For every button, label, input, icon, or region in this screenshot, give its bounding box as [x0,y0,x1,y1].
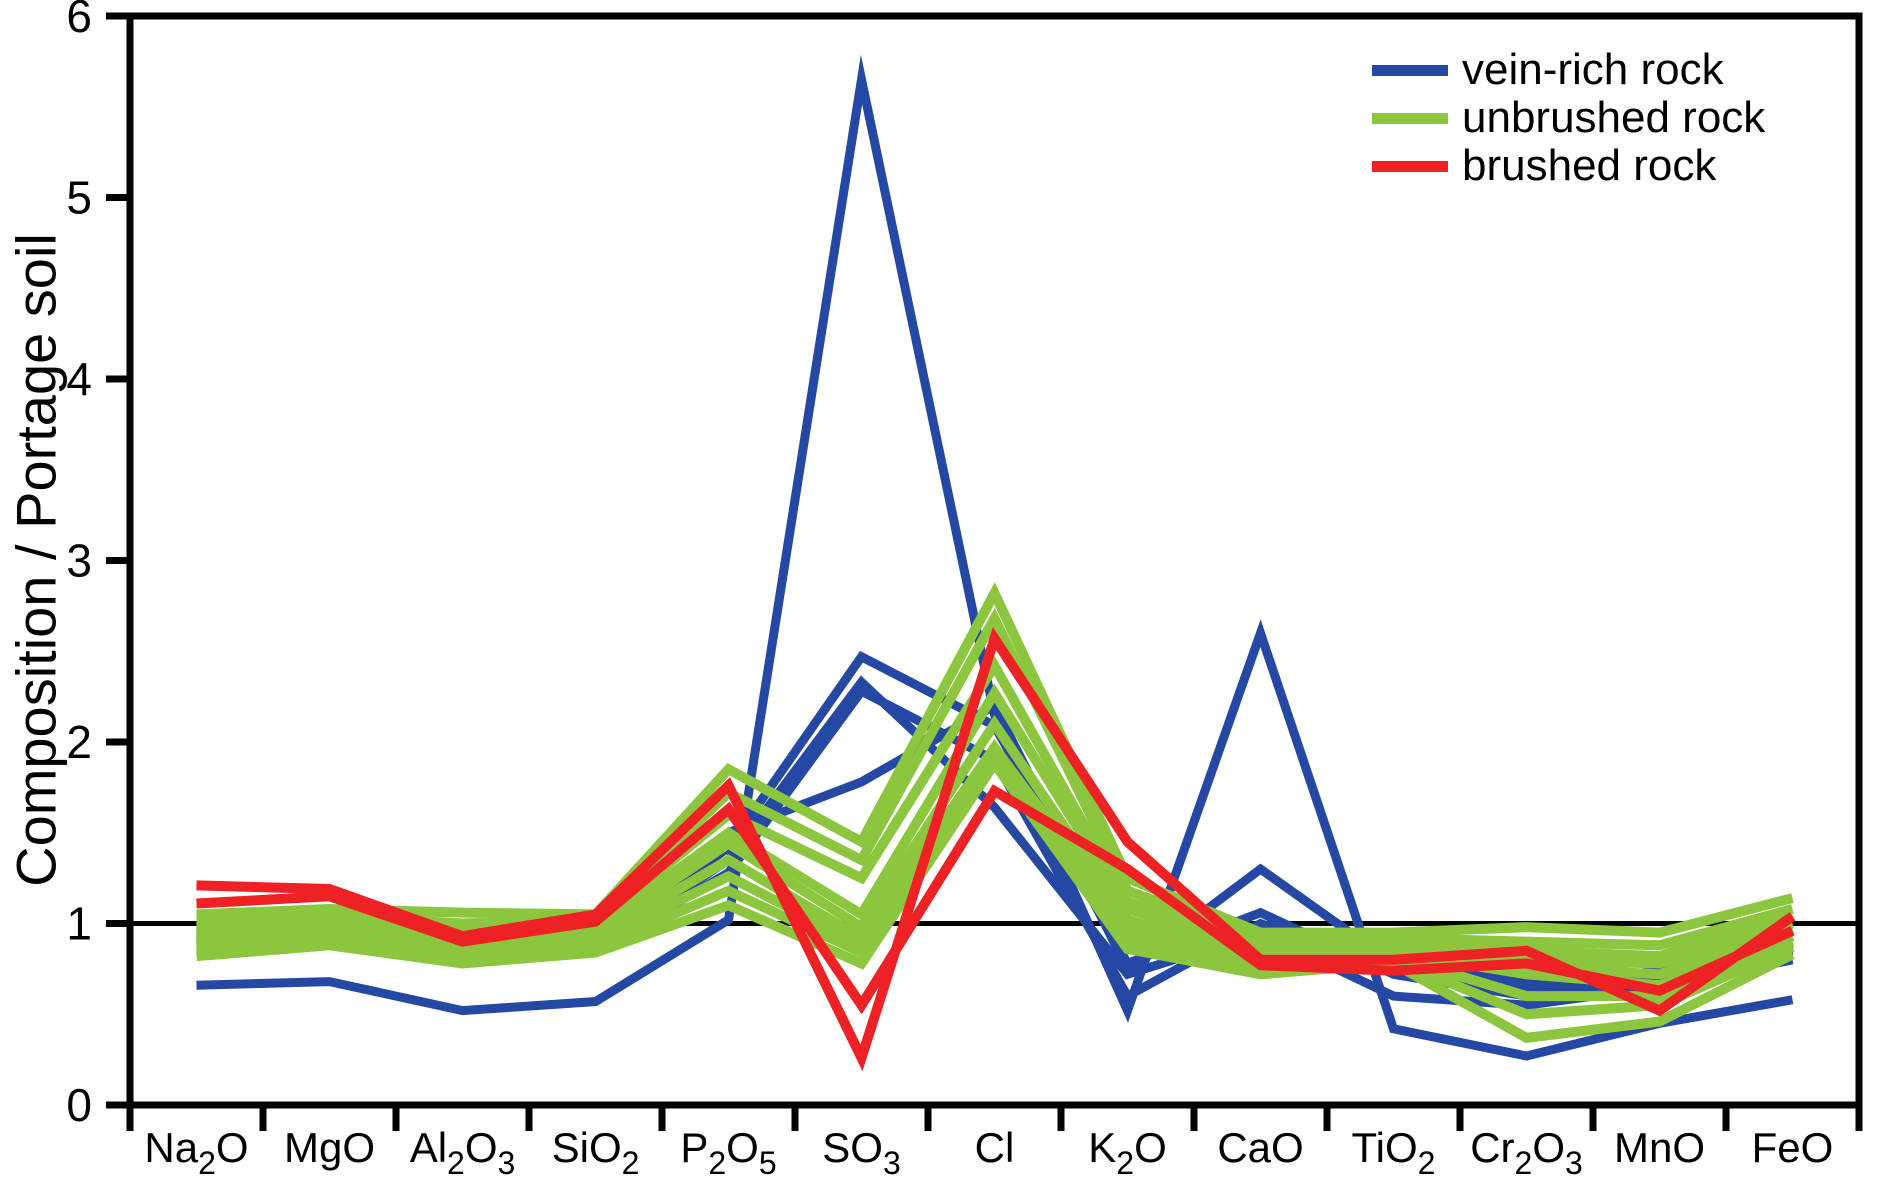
x-category-label-Al2O3: Al2O3 [410,1124,516,1179]
x-category-label-Cl: Cl [975,1124,1015,1171]
y-tick-label-4: 4 [66,353,92,405]
legend-swatch-unbrushed-rock [1372,112,1448,124]
series-line-unbrushed-rock-9 [196,754,1795,1044]
legend-swatch-vein-rich-rock [1372,64,1448,76]
y-tick-label-1: 1 [66,898,92,950]
x-category-label-K2O: K2O [1088,1124,1166,1179]
y-tick-label-5: 5 [66,172,92,224]
x-category-label-Na2O: Na2O [144,1124,248,1179]
y-tick-label-6: 6 [66,0,92,42]
x-category-label-SO3: SO3 [822,1124,900,1179]
x-category-label-CaO: CaO [1217,1124,1303,1171]
x-category-label-Cr2O3: Cr2O3 [1470,1124,1583,1179]
legend-item-unbrushed-rock: unbrushed rock [1372,93,1766,142]
x-category-label-TiO2: TiO2 [1352,1124,1436,1179]
x-category-label-SiO2: SiO2 [552,1124,640,1179]
series-line-unbrushed-rock-2 [196,607,1794,951]
y-axis-label: Composition / Portage soil [4,233,68,887]
y-tick-label-3: 3 [66,535,92,587]
x-category-label-MnO: MnO [1614,1124,1705,1171]
y-tick-label-2: 2 [66,716,92,768]
legend: vein-rich rock unbrushed rock brushed ro… [1372,45,1766,190]
series-group-brushed-rock [196,626,1796,1072]
legend-label-brushed-rock: brushed rock [1462,141,1717,190]
x-category-label-P2O5: P2O5 [680,1124,776,1179]
series-line-brushed-rock-2 [196,784,1795,1015]
x-category-label-MgO: MgO [284,1124,375,1171]
legend-item-vein-rich-rock: vein-rich rock [1372,45,1765,94]
x-category-label-FeO: FeO [1752,1124,1834,1171]
series-line-brushed-rock-1 [196,626,1796,1072]
y-tick-label-0: 0 [66,1079,92,1131]
legend-label-unbrushed-rock: unbrushed rock [1462,93,1766,142]
legend-swatch-brushed-rock [1372,160,1448,172]
legend-item-brushed-rock: brushed rock [1372,141,1765,190]
series-line-unbrushed-rock-1 [196,581,1794,938]
legend-label-vein-rich-rock: vein-rich rock [1462,45,1724,94]
